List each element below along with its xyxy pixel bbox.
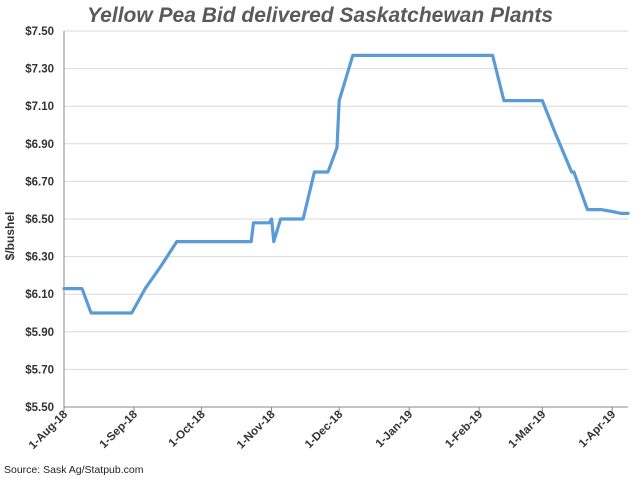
y-tick-label: $6.10	[25, 289, 54, 301]
series-line	[62, 53, 630, 315]
y-tick-label: $5.50	[25, 402, 54, 414]
y-axis-label: $/bushel	[3, 212, 17, 261]
y-tick-label: $7.30	[25, 64, 54, 76]
x-tick-label: 1-Oct-18	[167, 408, 208, 449]
chart-title: Yellow Pea Bid delivered Saskatchewan Pl…	[86, 4, 554, 27]
x-tick-label: 1-Dec-18	[303, 408, 346, 451]
y-tick-label: $6.90	[25, 139, 54, 151]
x-tick-label: 1-Apr-19	[577, 409, 618, 450]
x-tick-label: 1-Nov-18	[235, 408, 278, 451]
y-tick-labels: $7.50 $7.30 $7.10 $6.90 $6.70 $6.50 $6.30 $6.10…	[25, 26, 54, 414]
x-tick-label: 1-Aug-18	[27, 408, 71, 452]
gridlines	[64, 30, 628, 408]
y-tick-label: $7.50	[25, 26, 54, 38]
y-tick-label: $6.50	[25, 214, 54, 226]
x-tick-label: 1-Sep-18	[98, 408, 141, 451]
y-tick-label: $7.10	[25, 101, 54, 113]
axes	[63, 31, 628, 412]
x-tick-labels: 1-Aug-18 1-Sep-18 1-Oct-18 1-Nov-18 1-Dec-18…	[27, 408, 618, 452]
y-tick-label: $6.30	[25, 252, 54, 264]
y-tick-label: $6.70	[25, 176, 54, 188]
source-note: Source: Sask Ag/Statpub.com	[4, 464, 144, 476]
series-group	[62, 53, 630, 315]
x-tick-label: 1-Jan-19	[374, 409, 415, 450]
x-tick-label: 1-Feb-19	[443, 409, 485, 451]
y-tick-label: $5.70	[25, 364, 54, 376]
y-tick-label: $5.90	[25, 327, 54, 339]
x-tick-label: 1-Mar-19	[506, 409, 548, 451]
